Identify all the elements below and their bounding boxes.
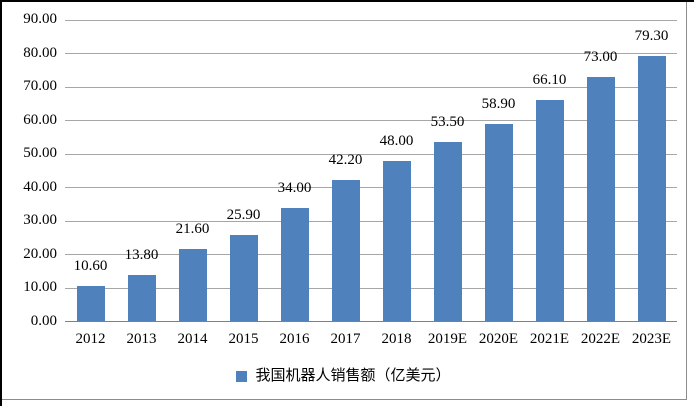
x-tick-label: 2020E [478, 331, 519, 347]
x-tick-label: 2012 [75, 331, 106, 347]
bar-value-label: 66.10 [532, 72, 567, 89]
bar [382, 160, 411, 322]
y-tick-label: 50.00 [23, 145, 57, 161]
bar [586, 76, 615, 322]
legend-marker-icon [236, 370, 248, 382]
y-tick-label: 80.00 [23, 44, 57, 61]
gridline [65, 220, 677, 222]
bar [637, 55, 666, 322]
gridline [65, 19, 677, 21]
bar [229, 234, 258, 322]
x-tick-label: 2019E [427, 331, 468, 347]
x-tick-label: 2022E [580, 331, 621, 347]
y-tick-label: 10.00 [23, 279, 57, 295]
bar-value-label: 42.20 [328, 152, 363, 169]
y-tick-label: 90.00 [23, 11, 57, 27]
legend-label: 我国机器人销售额（亿美元） [255, 368, 451, 384]
x-tick-label: 2021E [529, 331, 570, 347]
y-tick-label: 0.00 [30, 312, 57, 329]
x-tick-label: 2017 [330, 331, 361, 347]
legend: 我国机器人销售额（亿美元） [0, 368, 687, 384]
gridline [65, 86, 677, 88]
bar-value-label: 79.30 [634, 27, 669, 44]
bar-value-label: 48.00 [379, 132, 414, 149]
x-tick-label: 2023E [631, 331, 672, 347]
bar-value-label: 34.00 [277, 179, 312, 196]
bar [331, 180, 360, 322]
gridline [65, 53, 677, 54]
frame-top-border [0, 0, 694, 2]
bar [433, 142, 462, 322]
bar [178, 249, 207, 322]
y-tick-label: 60.00 [23, 111, 57, 128]
bar-value-label: 10.60 [73, 257, 108, 274]
bar [76, 285, 105, 322]
bar [127, 275, 156, 322]
x-tick-label: 2016 [279, 331, 310, 347]
gridline [65, 254, 677, 255]
x-tick-label: 2014 [177, 331, 208, 347]
chart-border [0, 0, 687, 400]
gridline [65, 187, 677, 188]
y-tick-label: 70.00 [23, 78, 57, 94]
y-tick-label: 20.00 [23, 245, 57, 262]
gridline [65, 153, 677, 155]
bar-value-label: 53.50 [430, 114, 465, 131]
y-tick-label: 30.00 [23, 212, 57, 228]
bar-value-label: 13.80 [124, 247, 159, 264]
bar-value-label: 21.60 [175, 221, 210, 238]
gridline [65, 120, 677, 121]
bar-value-label: 25.90 [226, 206, 261, 223]
x-tick-label: 2015 [228, 331, 259, 347]
gridline [65, 287, 677, 289]
x-axis-line [65, 321, 677, 322]
y-tick-label: 40.00 [23, 178, 57, 195]
bar [484, 124, 513, 322]
bar-value-label: 58.90 [481, 96, 516, 113]
bar [280, 207, 309, 322]
frame-left-border [0, 0, 2, 406]
bar [535, 100, 564, 322]
bar-value-label: 73.00 [583, 48, 618, 65]
x-tick-label: 2018 [381, 331, 412, 347]
x-tick-label: 2013 [126, 331, 157, 347]
